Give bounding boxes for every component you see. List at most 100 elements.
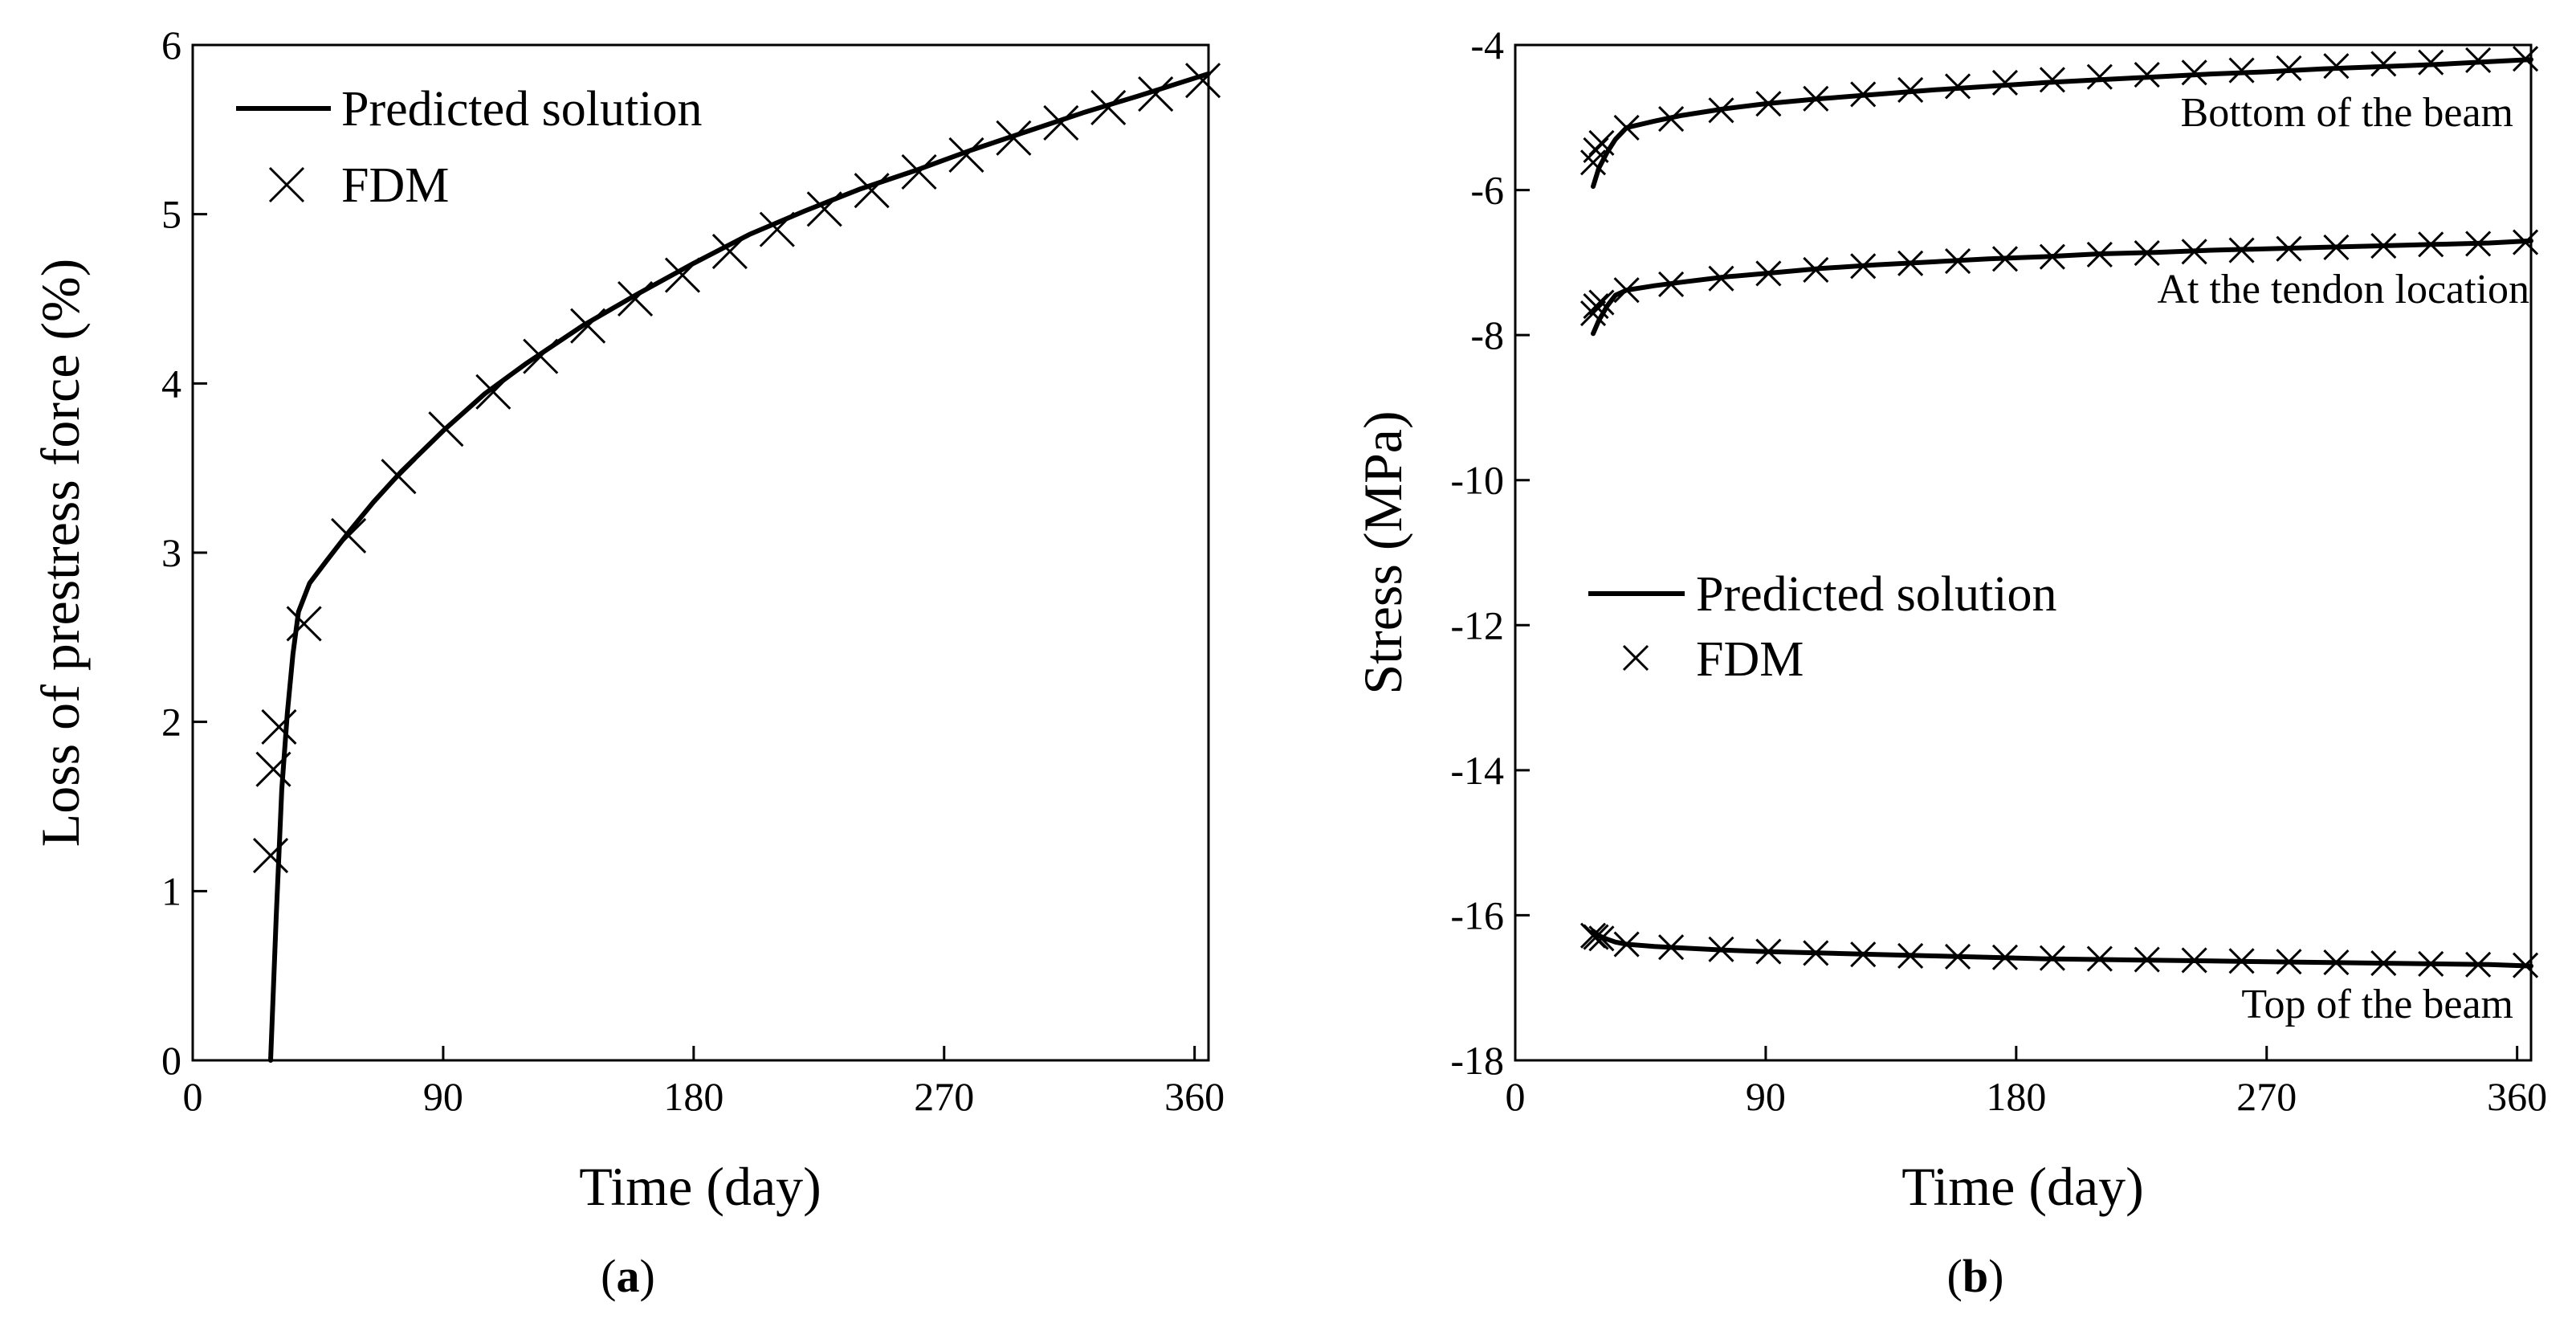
- data-point-fdm: [806, 191, 842, 227]
- y-tick-label: -14: [1450, 748, 1504, 793]
- data-point-top-of-the-beam-fdm: [1708, 936, 1734, 962]
- data-point-at-the-tendon-location-fdm: [2513, 229, 2539, 255]
- data-point-at-the-tendon-location-fdm: [1944, 247, 1971, 275]
- x-tick-label: 180: [663, 1074, 723, 1119]
- x-ticks-a: 0 90 180 270 360: [183, 1046, 1225, 1119]
- data-point-at-the-tendon-location-fdm: [2370, 233, 2397, 259]
- annotation-top-of-beam: Top of the beam: [2241, 982, 2513, 1027]
- data-point-top-of-the-beam-fdm: [1658, 934, 1685, 961]
- x-tick-label: 180: [1986, 1074, 2046, 1119]
- y-tick-label: -12: [1450, 602, 1504, 647]
- data-point-fdm: [428, 411, 464, 447]
- annotation-bottom-of-beam: Bottom of the beam: [2181, 90, 2513, 136]
- data-point-fdm: [523, 338, 559, 374]
- data-point-top-of-the-beam-fdm: [2370, 949, 2397, 977]
- x-tick-label: 270: [2236, 1074, 2297, 1119]
- series-a: [252, 63, 1221, 1063]
- data-point-bottom-of-the-beam-fdm: [1613, 114, 1640, 141]
- data-point-bottom-of-the-beam-fdm: [1850, 81, 1877, 108]
- x-ticks-b: 0 90 180 270 360: [1506, 1046, 2547, 1119]
- data-point-top-of-the-beam-fdm: [2323, 949, 2350, 976]
- x-tick-label: 90: [1746, 1074, 1786, 1119]
- data-point-top-of-the-beam-fdm: [1944, 943, 1971, 970]
- x-tick-label: 90: [423, 1074, 463, 1119]
- legend-label-predicted: Predicted solution: [1696, 567, 2056, 622]
- y-ticks-b: -4 -6 -8 -10 -12 -14 -16 -18: [1450, 22, 1530, 1083]
- data-point-fdm: [1043, 104, 1079, 141]
- data-point-bottom-of-the-beam-fdm: [2323, 53, 2350, 80]
- data-point-bottom-of-the-beam-fdm: [2370, 51, 2397, 77]
- data-point-fdm: [252, 838, 289, 874]
- data-point-top-of-the-beam-fdm: [1803, 940, 1829, 966]
- data-point-fdm: [570, 308, 606, 344]
- data-point-top-of-the-beam-fdm: [2086, 945, 2113, 972]
- x-axis-title-b: Time (day): [1901, 1156, 2144, 1217]
- data-point-bottom-of-the-beam-fdm: [1944, 73, 1971, 100]
- data-point-top-of-the-beam-fdm: [2513, 952, 2539, 978]
- data-point-top-of-the-beam-fdm: [2228, 948, 2255, 974]
- data-point-top-of-the-beam-fdm: [2418, 950, 2444, 977]
- legend-label-fdm: FDM: [1696, 632, 1804, 687]
- data-point-bottom-of-the-beam-fdm: [2086, 63, 2113, 90]
- y-tick-label: -8: [1470, 312, 1504, 357]
- y-tick-label: -18: [1450, 1038, 1504, 1083]
- data-point-top-of-the-beam-fdm: [1991, 944, 2019, 970]
- legend-x-marker: [1622, 644, 1649, 672]
- y-tick-label: 1: [161, 868, 181, 913]
- data-point-at-the-tendon-location-fdm: [2039, 243, 2065, 270]
- data-point-fdm: [381, 459, 417, 495]
- data-point-at-the-tendon-location-fdm: [2181, 239, 2207, 265]
- data-point-fdm: [261, 708, 297, 745]
- series-line-top-of-the-beam-predicted-solution: [1591, 929, 2533, 969]
- data-point-top-of-the-beam-fdm: [1897, 942, 1924, 970]
- data-point-bottom-of-the-beam-fdm: [2228, 57, 2255, 84]
- data-point-at-the-tendon-location-fdm: [2418, 231, 2444, 258]
- x-tick-label: 270: [914, 1074, 974, 1119]
- y-axis-title-a: Loss of prestress force (%): [30, 259, 91, 847]
- data-point-fdm: [996, 120, 1032, 156]
- y-tick-label: 6: [161, 22, 181, 67]
- data-point-fdm: [617, 280, 654, 317]
- data-point-fdm: [255, 751, 291, 787]
- y-ticks-a: 0 1 2 3 4 5 6: [161, 22, 207, 1083]
- data-point-at-the-tendon-location-fdm: [2228, 237, 2255, 263]
- data-point-bottom-of-the-beam-fdm: [2134, 61, 2160, 88]
- x-tick-label: 0: [1506, 1074, 1526, 1119]
- data-point-bottom-of-the-beam-fdm: [2418, 49, 2444, 76]
- x-tick-label: 360: [2487, 1074, 2547, 1119]
- data-point-fdm: [475, 374, 512, 410]
- y-tick-label: -16: [1450, 892, 1504, 937]
- series-line-predicted-solution: [268, 71, 1211, 1063]
- data-point-bottom-of-the-beam-fdm: [1658, 106, 1685, 133]
- legend-x-marker: [268, 166, 305, 203]
- y-tick-label: 4: [161, 361, 181, 406]
- data-point-at-the-tendon-location-fdm: [1588, 289, 1615, 316]
- data-point-at-the-tendon-location-fdm: [2134, 240, 2160, 267]
- panel-a: 0 1 2 3 4 5 6 0 90 180 270 360 Predicted solution …: [30, 22, 1225, 1302]
- data-point-fdm: [711, 233, 748, 270]
- data-point-top-of-the-beam-fdm: [1755, 938, 1782, 965]
- legend-a: Predicted solution FDM: [236, 82, 702, 213]
- data-point-bottom-of-the-beam-fdm: [2181, 59, 2207, 86]
- data-point-top-of-the-beam-fdm: [2181, 947, 2207, 974]
- data-point-at-the-tendon-location-fdm: [2276, 235, 2302, 262]
- data-point-top-of-the-beam-fdm: [1588, 925, 1615, 952]
- panel-caption-b: (b): [1947, 1250, 2004, 1302]
- data-point-at-the-tendon-location-fdm: [2323, 234, 2350, 260]
- data-point-fdm: [1138, 76, 1174, 112]
- data-point-fdm: [854, 173, 890, 209]
- data-point-top-of-the-beam-fdm: [2039, 945, 2065, 971]
- data-point-fdm: [286, 606, 322, 642]
- y-tick-label: 5: [161, 192, 181, 237]
- data-point-at-the-tendon-location-fdm: [1579, 300, 1607, 327]
- data-point-fdm: [948, 137, 984, 173]
- data-point-top-of-the-beam-fdm: [2134, 946, 2160, 973]
- legend-b: Predicted solution FDM: [1588, 567, 2056, 687]
- data-point-bottom-of-the-beam-fdm: [1803, 85, 1829, 112]
- data-point-fdm: [901, 153, 937, 190]
- data-point-bottom-of-the-beam-fdm: [1588, 129, 1615, 156]
- y-tick-label: -10: [1450, 458, 1504, 503]
- data-point-fdm: [759, 211, 795, 247]
- x-tick-label: 360: [1164, 1074, 1225, 1119]
